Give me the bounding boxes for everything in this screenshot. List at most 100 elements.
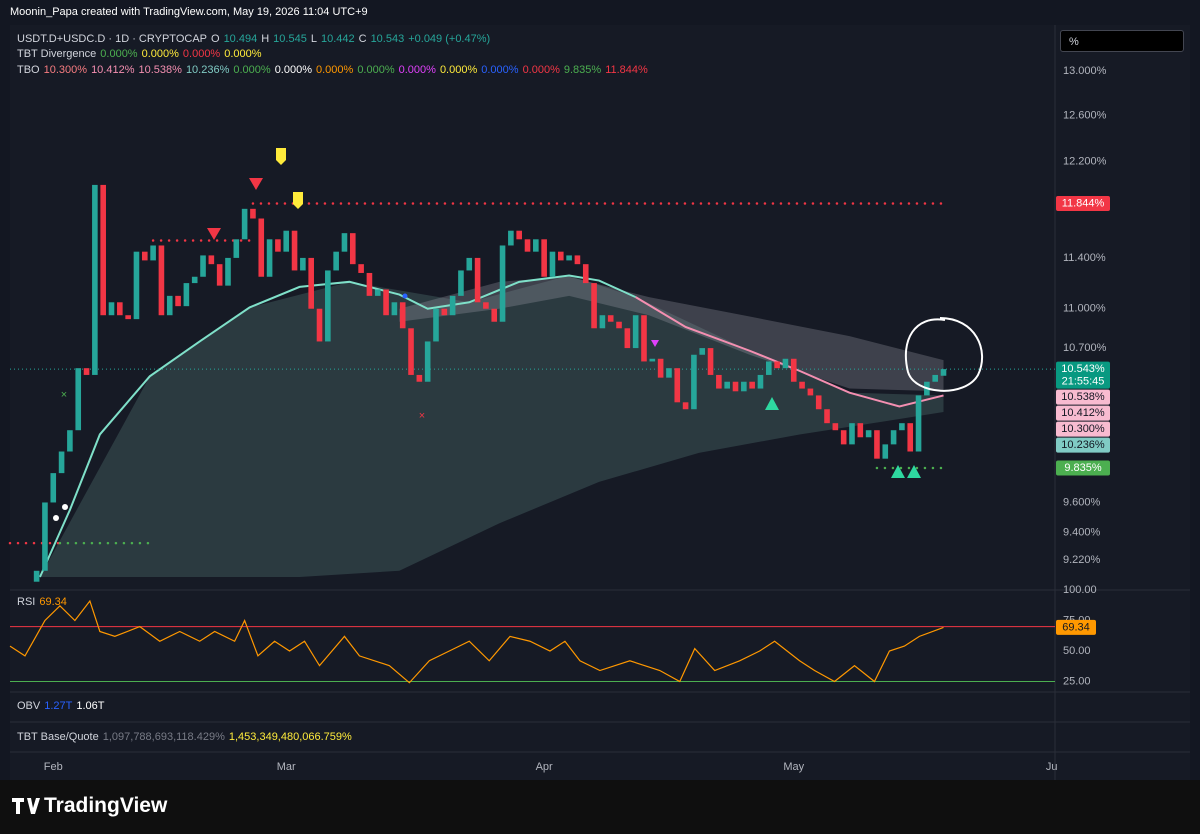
legend-item: 10.538% (138, 64, 182, 76)
legend-item: H (261, 33, 270, 45)
brand-logo (12, 798, 40, 814)
scale-box[interactable]: % (1060, 30, 1184, 52)
candle (516, 230, 522, 240)
candle (208, 255, 215, 265)
candle (699, 348, 706, 355)
legend-item: 0.000% (100, 48, 138, 60)
moving-average (635, 296, 944, 408)
x-tick-label: May (783, 761, 804, 773)
candle (100, 184, 106, 316)
candle (865, 430, 872, 438)
candle (42, 502, 48, 571)
y-tick-label: 12.600% (1063, 109, 1107, 121)
price-label-text: 10.300% (1061, 423, 1105, 435)
marker-x: × (61, 389, 67, 401)
candle (541, 239, 547, 277)
candle (150, 245, 156, 261)
y-tick-label: 100.00 (1063, 584, 1097, 596)
legend-row: USDT.D+USDC.D · 1D · CRYPTOCAP O 10.494 H 10… (17, 33, 494, 45)
legend-item: 10.494 (223, 33, 258, 45)
legend-item: 0.000% (522, 64, 560, 76)
candle (716, 374, 722, 389)
legend-item: 10.545 (273, 33, 307, 45)
marker-dot (62, 504, 68, 510)
candle (399, 302, 406, 329)
legend-item: L (310, 33, 317, 45)
panel-bg (10, 25, 1190, 780)
candle (291, 230, 298, 271)
marker-x: × (419, 410, 425, 422)
candle (33, 570, 40, 582)
candle (233, 239, 240, 258)
y-tick-label: 10.700% (1063, 342, 1107, 354)
y-tick-label: 9.400% (1063, 526, 1101, 538)
candle (75, 368, 82, 431)
candle (599, 315, 606, 329)
x-tick-label: Mar (277, 761, 296, 773)
candle (874, 430, 880, 459)
candle (849, 423, 855, 445)
legend-item: 0.000% (182, 48, 221, 60)
y-tick-label: 11.400% (1063, 252, 1106, 264)
y-tick-label: 12.200% (1063, 155, 1107, 167)
candle (108, 302, 115, 316)
candle (840, 430, 847, 445)
legend-item: 0.000% (481, 64, 519, 76)
legend-item: 0.000% (357, 64, 395, 76)
candle (258, 218, 265, 277)
candle (433, 308, 439, 342)
candle (857, 423, 864, 438)
y-tick-label: 13.000% (1063, 65, 1107, 77)
price-label (1056, 389, 1110, 405)
candle (183, 283, 190, 307)
candle (616, 321, 622, 329)
legend-item: 1,097,788,693,118.429% (102, 731, 225, 743)
footer-bg (0, 780, 1200, 834)
rsi-price-label-text: 69.34 (1062, 621, 1090, 633)
candle (308, 257, 314, 309)
candle (907, 423, 914, 452)
legend-item: O (211, 33, 220, 45)
legend-item: 1.06T (76, 700, 105, 712)
rsi-price-label (1056, 619, 1096, 635)
candle (92, 184, 98, 375)
candle (325, 270, 331, 342)
candle (283, 230, 290, 252)
candle (216, 264, 223, 286)
candle (300, 257, 306, 271)
candle (458, 270, 464, 296)
legend-item: OBV (17, 700, 41, 712)
candle (391, 302, 398, 316)
marker-up (765, 397, 779, 410)
legend-item: USDT.D+USDC.D · 1D · CRYPTOCAP (17, 33, 207, 45)
candle (58, 451, 65, 474)
candle (557, 251, 564, 261)
legend-item: TBT Divergence (17, 48, 97, 60)
candle (774, 361, 780, 369)
price-label (1056, 460, 1110, 476)
candle (607, 315, 614, 322)
legend-item: 1,453,349,480,066.759% (228, 731, 352, 743)
candle (815, 395, 822, 410)
candle (441, 308, 448, 316)
y-tick-label: 9.220% (1063, 554, 1101, 566)
candle (191, 276, 198, 284)
candle (882, 444, 889, 459)
candle (241, 208, 248, 240)
candle (566, 255, 572, 261)
price-label (1056, 361, 1110, 389)
price-label-text: 10.543% (1061, 363, 1105, 375)
candle (732, 381, 739, 392)
candle (374, 289, 381, 296)
candle (250, 208, 256, 219)
legend-item: 0.000% (274, 64, 312, 76)
candle (674, 368, 681, 403)
legend-row: TBO 10.300% 10.412% 10.538% 10.236% 0.000% 0.0… (17, 64, 652, 76)
x-tick-label: Ju (1046, 761, 1058, 773)
candle (890, 430, 897, 445)
candle (807, 388, 814, 396)
candle (932, 374, 938, 382)
header: Moonin_Papa created with TradingView.com… (10, 6, 368, 18)
obv-legend: OBV 1.27T 1.06T (17, 700, 109, 712)
